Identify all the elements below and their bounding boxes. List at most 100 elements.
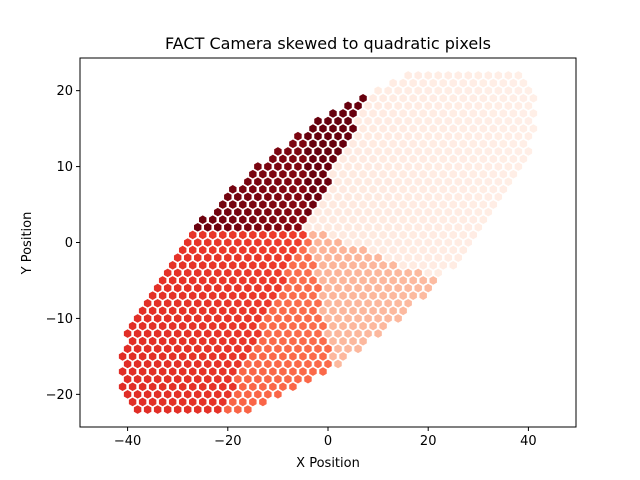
camera-pixel: [429, 93, 437, 103]
camera-pixel: [143, 298, 152, 308]
camera-pixel: [324, 223, 332, 232]
x-tick-label: 0: [324, 434, 332, 449]
camera-pixel: [194, 390, 202, 399]
camera-pixel: [229, 260, 237, 270]
camera-pixel: [359, 215, 367, 225]
camera-pixel: [279, 382, 287, 392]
camera-pixel: [469, 78, 478, 88]
camera-pixel: [234, 283, 242, 293]
camera-pixel: [374, 253, 382, 262]
camera-pixel: [304, 359, 312, 369]
camera-pixel: [384, 86, 392, 95]
camera-pixel: [389, 124, 397, 133]
camera-pixel: [329, 185, 337, 194]
camera-pixel: [158, 336, 167, 346]
camera-pixel: [509, 78, 518, 88]
camera-pixel: [229, 291, 237, 300]
camera-pixel: [314, 162, 322, 171]
camera-pixel: [384, 207, 392, 217]
camera-pixel: [158, 352, 167, 361]
camera-pixel: [369, 276, 377, 285]
camera-pixel: [148, 367, 157, 376]
camera-pixel: [294, 162, 302, 171]
camera-pixel: [259, 321, 267, 331]
camera-pixel: [374, 101, 382, 111]
camera-pixel: [379, 124, 387, 133]
camera-pixel: [143, 405, 152, 414]
camera-pixel: [339, 245, 347, 255]
camera-pixel: [189, 367, 197, 376]
camera-pixel: [178, 245, 187, 255]
camera-pixel: [309, 215, 317, 225]
camera-pixel: [249, 200, 257, 209]
camera-pixel: [454, 116, 462, 126]
camera-pixel: [444, 71, 452, 80]
camera-pixel: [444, 238, 452, 247]
camera-pixel: [384, 238, 392, 247]
camera-pixel: [479, 124, 488, 133]
camera-pixel: [189, 397, 197, 407]
camera-pixel: [389, 78, 397, 88]
camera-pixel: [324, 116, 332, 126]
camera-pixel: [128, 367, 137, 376]
camera-pixel: [364, 268, 372, 278]
camera-pixel: [249, 397, 257, 407]
camera-pixel: [319, 291, 327, 300]
camera-pixel: [158, 382, 167, 392]
camera-pixel: [444, 147, 452, 156]
camera-pixel: [339, 230, 347, 240]
camera-pixel: [369, 260, 377, 270]
camera-pixel: [419, 185, 427, 194]
camera-pixel: [234, 207, 242, 217]
camera-pixel: [339, 169, 347, 179]
camera-pixel: [199, 397, 207, 407]
camera-pixel: [153, 314, 162, 323]
camera-pixel: [229, 397, 237, 407]
camera-pixel: [329, 291, 337, 300]
camera-pixel: [204, 238, 212, 247]
camera-pixel: [459, 200, 467, 209]
camera-pixel: [514, 116, 523, 126]
camera-pixel: [239, 245, 247, 255]
camera-pixel: [209, 215, 217, 225]
camera-pixel: [379, 93, 387, 103]
camera-pixel: [209, 230, 217, 240]
camera-pixel: [138, 352, 147, 361]
camera-pixel: [344, 207, 352, 217]
camera-pixel: [254, 314, 262, 323]
camera-pixel: [399, 139, 407, 149]
camera-pixel: [209, 321, 217, 331]
camera-pixel: [379, 169, 387, 179]
camera-pixel: [349, 154, 357, 164]
camera-pixel: [389, 200, 397, 209]
camera-pixel: [499, 78, 508, 88]
camera-pixel: [484, 101, 493, 111]
camera-pixel: [289, 306, 297, 316]
camera-pixel: [439, 169, 447, 179]
camera-pixel: [339, 276, 347, 285]
camera-pixel: [163, 374, 172, 384]
camera-pixel: [419, 230, 427, 240]
camera-pixel: [239, 230, 247, 240]
camera-pixel: [183, 253, 192, 262]
camera-pixel: [299, 139, 307, 149]
camera-pixel: [499, 154, 508, 164]
camera-pixel: [409, 169, 417, 179]
camera-pixel: [444, 131, 452, 141]
camera-pixel: [359, 230, 367, 240]
camera-pixel: [349, 169, 357, 179]
camera-pixel: [424, 192, 432, 202]
camera-pixel: [364, 238, 372, 247]
camera-pixel: [324, 192, 332, 202]
camera-pixel: [434, 86, 442, 95]
camera-pixel: [424, 238, 432, 247]
camera-pixel: [234, 192, 242, 202]
camera-pixel: [399, 154, 407, 164]
camera-pixel: [479, 109, 488, 118]
camera-pixel: [289, 352, 297, 361]
camera-pixel: [168, 306, 177, 316]
camera-pixel: [414, 268, 422, 278]
camera-pixel: [304, 253, 312, 262]
camera-pixel: [484, 116, 493, 126]
camera-pixel: [419, 78, 427, 88]
